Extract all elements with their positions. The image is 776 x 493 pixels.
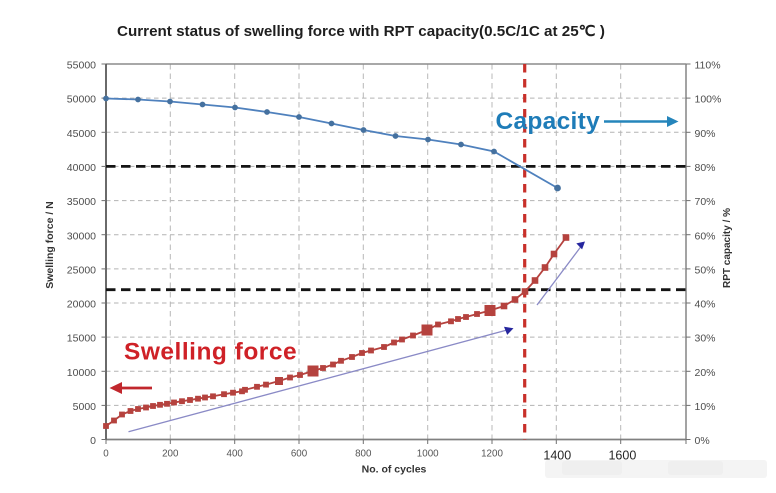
svg-text:70%: 70% (695, 196, 716, 208)
svg-text:No. of cycles: No. of cycles (362, 464, 427, 476)
svg-text:50%: 50% (695, 265, 716, 277)
svg-text:1000: 1000 (417, 449, 439, 460)
svg-text:Current status of swelling for: Current status of swelling force with RP… (117, 23, 605, 40)
svg-text:400: 400 (227, 449, 244, 460)
svg-text:25000: 25000 (67, 265, 96, 277)
svg-text:30%: 30% (695, 333, 716, 345)
svg-text:Capacity: Capacity (496, 108, 601, 135)
svg-text:10%: 10% (695, 401, 716, 413)
svg-text:600: 600 (291, 449, 308, 460)
svg-text:Swelling force: Swelling force (124, 339, 297, 366)
svg-text:1400: 1400 (543, 449, 571, 463)
svg-text:40000: 40000 (67, 162, 96, 174)
svg-text:5000: 5000 (73, 401, 97, 413)
svg-text:40%: 40% (695, 299, 716, 311)
svg-text:80%: 80% (695, 162, 716, 174)
svg-text:45000: 45000 (67, 128, 96, 140)
svg-text:10000: 10000 (67, 367, 96, 379)
svg-text:Swelling force / N: Swelling force / N (44, 201, 56, 289)
svg-text:100%: 100% (695, 94, 722, 106)
svg-text:20%: 20% (695, 367, 716, 379)
svg-text:30000: 30000 (67, 230, 96, 242)
svg-text:0: 0 (90, 435, 96, 447)
svg-text:60%: 60% (695, 230, 716, 242)
svg-text:0%: 0% (695, 435, 710, 447)
svg-text:55000: 55000 (67, 60, 96, 72)
svg-text:20000: 20000 (67, 299, 96, 311)
svg-text:35000: 35000 (67, 196, 96, 208)
svg-text:200: 200 (162, 449, 179, 460)
svg-text:RPT capacity / %: RPT capacity / % (722, 208, 733, 288)
svg-text:15000: 15000 (67, 333, 96, 345)
svg-text:0: 0 (103, 449, 109, 460)
svg-text:50000: 50000 (67, 94, 96, 106)
svg-text:110%: 110% (695, 60, 721, 72)
svg-text:90%: 90% (695, 128, 716, 140)
svg-text:800: 800 (355, 449, 372, 460)
svg-text:1200: 1200 (481, 449, 503, 460)
svg-text:1600: 1600 (608, 449, 636, 463)
